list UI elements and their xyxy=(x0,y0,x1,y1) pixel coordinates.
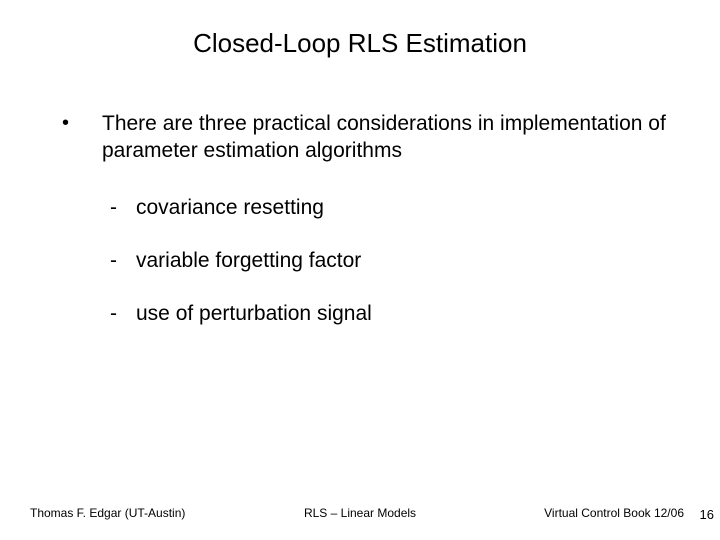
footer-right: Virtual Control Book 12/06 xyxy=(544,506,684,520)
sub-item: - use of perturbation signal xyxy=(102,300,680,327)
sub-item-text: variable forgetting factor xyxy=(136,247,361,274)
sub-item-text: use of perturbation signal xyxy=(136,300,372,327)
sub-marker: - xyxy=(102,300,136,327)
sub-marker: - xyxy=(102,247,136,274)
page-number: 16 xyxy=(700,507,714,522)
sub-list: - covariance resetting - variable forget… xyxy=(102,194,680,327)
bullet-item: • There are three practical consideratio… xyxy=(62,110,680,164)
sub-item: - covariance resetting xyxy=(102,194,680,221)
sub-marker: - xyxy=(102,194,136,221)
bullet-marker: • xyxy=(62,110,102,137)
sub-item: - variable forgetting factor xyxy=(102,247,680,274)
slide-title: Closed-Loop RLS Estimation xyxy=(0,28,720,59)
bullet-text: There are three practical considerations… xyxy=(102,110,680,164)
sub-item-text: covariance resetting xyxy=(136,194,324,221)
content-area: • There are three practical consideratio… xyxy=(62,110,680,353)
